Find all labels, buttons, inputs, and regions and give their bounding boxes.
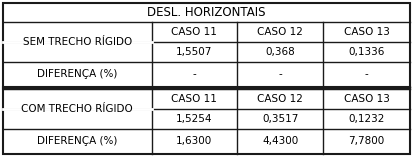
Text: CASO 13: CASO 13 — [344, 94, 389, 104]
Text: 1,5507: 1,5507 — [176, 47, 212, 57]
Text: SEM TRECHO RÍGIDO: SEM TRECHO RÍGIDO — [23, 37, 132, 47]
Text: DIFERENÇA (%): DIFERENÇA (%) — [37, 136, 117, 146]
Text: 0,368: 0,368 — [265, 47, 295, 57]
Text: 1,5254: 1,5254 — [176, 114, 213, 124]
Text: CASO 11: CASO 11 — [171, 94, 217, 104]
Text: CASO 12: CASO 12 — [257, 27, 303, 37]
Text: -: - — [192, 69, 196, 79]
Text: 0,1336: 0,1336 — [349, 47, 385, 57]
Text: CASO 12: CASO 12 — [257, 94, 303, 104]
Text: DIFERENÇA (%): DIFERENÇA (%) — [37, 69, 117, 79]
Text: -: - — [365, 69, 368, 79]
Text: CASO 13: CASO 13 — [344, 27, 389, 37]
Text: 0,3517: 0,3517 — [262, 114, 298, 124]
Text: 7,7800: 7,7800 — [349, 136, 385, 146]
Text: 4,4300: 4,4300 — [262, 136, 298, 146]
Text: 1,6300: 1,6300 — [176, 136, 212, 146]
Text: 0,1232: 0,1232 — [349, 114, 385, 124]
Text: CASO 11: CASO 11 — [171, 27, 217, 37]
Text: -: - — [278, 69, 282, 79]
Text: DESL. HORIZONTAIS: DESL. HORIZONTAIS — [147, 6, 266, 19]
Text: COM TRECHO RÍGIDO: COM TRECHO RÍGIDO — [21, 104, 133, 114]
